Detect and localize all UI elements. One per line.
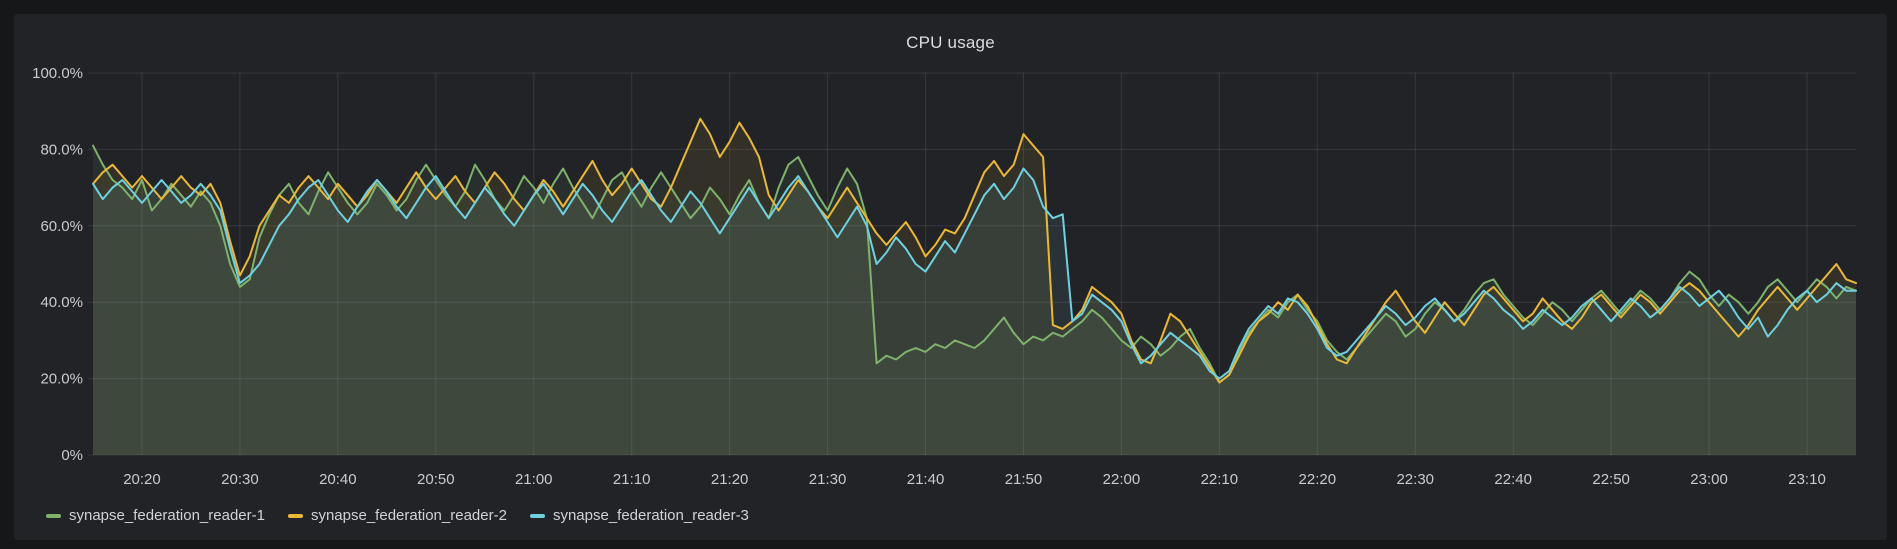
svg-text:20:20: 20:20 [123, 471, 161, 488]
legend-label-reader-3: synapse_federation_reader-3 [552, 507, 749, 524]
svg-text:21:20: 21:20 [711, 471, 749, 488]
svg-text:22:10: 22:10 [1201, 471, 1239, 488]
series-area-fills [93, 118, 1856, 456]
svg-text:22:40: 22:40 [1494, 471, 1532, 488]
svg-text:20.0%: 20.0% [40, 371, 83, 388]
svg-text:20:50: 20:50 [417, 471, 455, 488]
legend-swatch-reader-3-icon [529, 513, 545, 518]
svg-text:40.0%: 40.0% [40, 294, 83, 311]
svg-text:20:30: 20:30 [221, 471, 259, 488]
svg-text:22:30: 22:30 [1396, 471, 1434, 488]
svg-text:100.0%: 100.0% [32, 65, 83, 82]
svg-text:80.0%: 80.0% [40, 141, 83, 158]
legend-item-reader-1[interactable]: synapse_federation_reader-1 [46, 507, 265, 524]
svg-text:60.0%: 60.0% [40, 218, 83, 235]
svg-text:0%: 0% [61, 447, 83, 464]
svg-text:21:10: 21:10 [613, 471, 651, 488]
legend-swatch-reader-2-icon [287, 513, 303, 518]
svg-text:21:00: 21:00 [515, 471, 553, 488]
svg-text:22:00: 22:00 [1103, 471, 1141, 488]
svg-text:21:30: 21:30 [809, 471, 847, 488]
svg-text:21:40: 21:40 [907, 471, 945, 488]
legend-item-reader-2[interactable]: synapse_federation_reader-2 [287, 507, 507, 524]
svg-text:22:20: 22:20 [1299, 471, 1337, 488]
legend-swatch-reader-1-icon [46, 513, 61, 518]
legend-label-reader-1: synapse_federation_reader-1 [69, 507, 265, 524]
legend-label-reader-2: synapse_federation_reader-2 [310, 507, 507, 524]
legend-item-reader-3[interactable]: synapse_federation_reader-3 [529, 507, 749, 524]
svg-text:23:00: 23:00 [1690, 471, 1728, 488]
axis-tick-labels: 0% 20.0% 40.0% 60.0% 80.0% 100.0% 20:20 20:30 20… [32, 65, 1826, 488]
chart-legend: synapse_federation_reader-1 synapse_fede… [46, 507, 749, 524]
series-lines [92, 117, 1857, 384]
svg-text:20:40: 20:40 [319, 471, 357, 488]
svg-text:22:50: 22:50 [1592, 471, 1630, 488]
panel-title[interactable]: CPU usage [906, 33, 995, 52]
svg-text:21:50: 21:50 [1005, 471, 1043, 488]
svg-text:23:10: 23:10 [1788, 471, 1826, 488]
cpu-usage-panel: CPU usage [14, 14, 1887, 540]
